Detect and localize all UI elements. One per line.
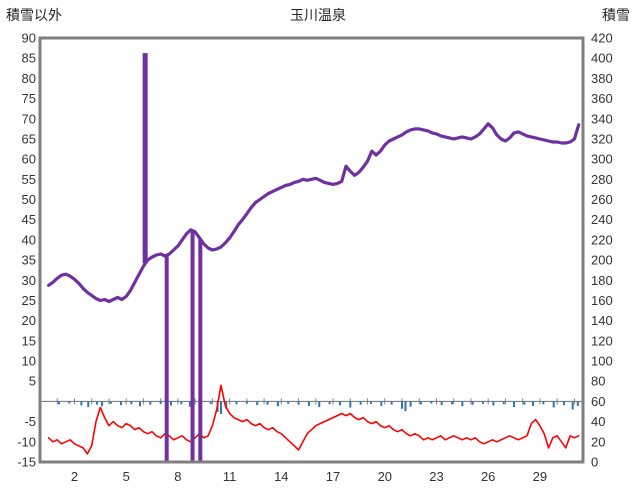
x-tick-label: 17 [326,469,340,484]
x-axis-tick-labels: 2 5 8 11 14 17 20 23 26 29 [71,469,547,484]
y-right-tick-label: 140 [591,313,613,328]
y-left-tick-label: 20 [22,313,36,328]
y-left-tick-label: 85 [22,51,36,66]
y-right-tick-label: 320 [591,132,613,147]
y-right-tick-label: 280 [591,172,613,187]
y-left-tick-label: 5 [29,374,36,389]
x-tick-label: 2 [71,469,78,484]
y-right-tick-label: 380 [591,71,613,86]
y-axis-left-tick-labels: 90 85 80 75 70 65 60 55 50 45 40 35 30 25 20 15 10 5 -5 -10… [17,31,36,470]
y-right-tick-label: 180 [591,273,613,288]
y-right-tick-label: 200 [591,253,613,268]
y-left-tick-label: 50 [22,192,36,207]
plot-border [38,36,585,464]
y-right-tick-label: 340 [591,111,613,126]
y-left-tick-label: 10 [22,354,36,369]
y-left-tick-label: 35 [22,253,36,268]
x-tick-label: 8 [174,469,181,484]
y-right-tick-label: 120 [591,333,613,348]
y-right-tick-label: 80 [591,374,605,389]
y-left-tick-label: -10 [17,434,36,449]
y-right-tick-label: 400 [591,51,613,66]
y-left-tick-label: -15 [17,455,36,470]
blue-precip-bars-left-axis [57,401,579,414]
y-right-tick-label: 60 [591,394,605,409]
y-left-tick-label: -5 [24,414,36,429]
y-right-tick-label: 260 [591,192,613,207]
y-right-tick-label: 20 [591,434,605,449]
left-axis-title: 積雪以外 [6,7,62,23]
y-right-tick-label: 300 [591,152,613,167]
red-line-left-axis [47,384,580,455]
y-left-tick-label: 70 [22,111,36,126]
y-right-tick-label: 0 [591,455,598,470]
x-tick-label: 29 [533,469,547,484]
y-right-tick-label: 220 [591,232,613,247]
y-right-tick-label: 240 [591,212,613,227]
y-right-tick-label: 360 [591,91,613,106]
x-tick-label: 23 [429,469,443,484]
y-left-tick-label: 60 [22,152,36,167]
y-right-tick-label: 40 [591,414,605,429]
chart-title: 玉川温泉 [290,7,346,23]
x-tick-label: 20 [378,469,392,484]
y-axis-right-tick-labels: 4204003803603403203002802602402202001801… [591,31,613,470]
chart-header: 積雪以外 玉川温泉 積雪 [0,5,636,27]
x-tick-label: 11 [223,469,237,484]
y-right-tick-label: 100 [591,354,613,369]
y-right-tick-label: 420 [591,31,613,46]
x-tick-label: 14 [274,469,288,484]
y-left-tick-label: 40 [22,232,36,247]
y-right-tick-label: 160 [591,293,613,308]
y-left-tick-label: 80 [22,71,36,86]
x-tick-label: 26 [481,469,495,484]
y-left-tick-label: 75 [22,91,36,106]
right-axis-title: 積雪 [602,7,630,23]
x-tick-label: 5 [123,469,130,484]
y-left-tick-label: 55 [22,172,36,187]
y-left-tick-label: 90 [22,31,36,46]
y-left-tick-label: 15 [22,333,36,348]
y-left-tick-label: 45 [22,212,36,227]
snow-spikes [142,53,203,462]
y-left-tick-label: 65 [22,132,36,147]
purple-snow-line-right-axis [46,122,581,304]
y-left-tick-label: 25 [22,293,36,308]
y-left-tick-label: 30 [22,273,36,288]
